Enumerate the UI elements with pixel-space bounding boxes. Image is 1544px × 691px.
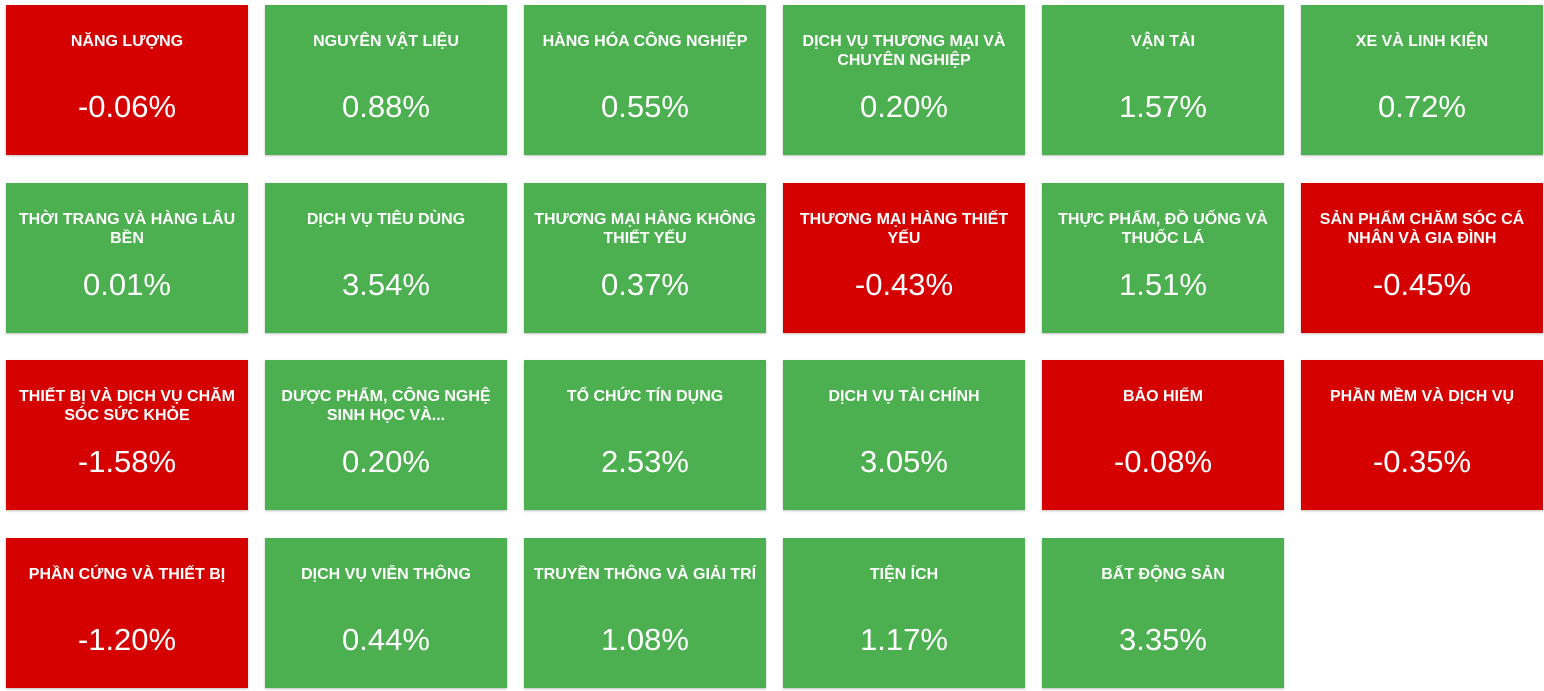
sector-tile: XE VÀ LINH KIỆN 0.72% [1301,5,1543,155]
sector-change: 0.01% [83,266,171,302]
sector-label: PHẦN MỀM VÀ DỊCH VỤ [1329,388,1514,405]
sector-tile: THƯƠNG MẠI HÀNG THIẾT YẾU -0.43% [783,182,1025,333]
sector-tile: PHẦN CỨNG VÀ THIẾT BỊ -1.20% [6,537,248,688]
sector-label: DỊCH VỤ VIỄN THÔNG [301,565,471,583]
sector-label: XE VÀ LINH KIỆN [1355,33,1489,50]
sector-label: BẢO HIỂM [1123,388,1203,405]
sector-change: 1.17% [860,621,948,657]
sector-label: DỊCH VỤ TIÊU DÙNG [306,210,466,228]
sector-label: THỰC PHẨM, ĐỒ UỐNG VÀ THUỐC LÁ [1058,210,1268,247]
sector-label: THIẾT BỊ VÀ DỊCH VỤ CHĂM SÓC SỨC KHỎE [19,388,235,424]
sector-tile: THƯƠNG MẠI HÀNG KHÔNG THIẾT YẾU 0.37% [524,182,766,333]
sector-change: -0.43% [854,266,954,302]
sector-change: 2.53% [601,444,689,479]
sector-change: 0.44% [342,621,430,657]
sector-tile: BẢO HIỂM -0.08% [1042,360,1284,510]
sector-label: THƯƠNG MẠI HÀNG THIẾT YẾU [799,210,1009,247]
sector-label: HÀNG HÓA CÔNG NGHIỆP [542,33,748,50]
sector-label: DỊCH VỤ TÀI CHÍNH [828,388,980,405]
sector-tile: SẢN PHẨM CHĂM SÓC CÁ NHÂN VÀ GIA ĐÌNH -0.… [1301,182,1543,333]
sector-change: 0.88% [342,89,430,124]
sector-tile: THỰC PHẨM, ĐỒ UỐNG VÀ THUỐC LÁ 1.51% [1042,182,1284,333]
sector-change: 3.35% [1119,621,1207,657]
sector-change: 1.08% [601,621,689,657]
sector-label: TỔ CHỨC TÍN DỤNG [566,388,724,405]
sector-label: NGUYÊN VẬT LIỆU [313,33,459,50]
sector-label: TIỆN ÍCH [869,565,939,583]
sector-tile: TRUYỀN THÔNG VÀ GIẢI TRÍ 1.08% [524,537,766,688]
sector-tile: DỊCH VỤ TÀI CHÍNH 3.05% [783,360,1025,510]
sector-tile: NĂNG LƯỢNG -0.06% [6,5,248,155]
sector-change: -1.58% [77,444,177,479]
sector-label: BẤT ĐỘNG SẢN [1101,565,1225,583]
sector-label: DƯỢC PHẨM, CÔNG NGHỆ SINH HỌC VÀ... [281,388,491,424]
sector-change: -0.45% [1372,266,1472,302]
sector-tile: TỔ CHỨC TÍN DỤNG 2.53% [524,360,766,510]
sector-change: 1.51% [1119,266,1207,302]
sector-tile: TIỆN ÍCH 1.17% [783,537,1025,688]
sector-label: THỜI TRANG VÀ HÀNG LÂU BỀN [18,210,236,247]
sector-change: 0.72% [1378,89,1466,124]
sector-label: DỊCH VỤ THƯƠNG MẠI VÀ CHUYÊN NGHIỆP [802,33,1006,69]
sector-tile: DƯỢC PHẨM, CÔNG NGHỆ SINH HỌC VÀ... 0.20% [265,360,507,510]
sector-tile: PHẦN MỀM VÀ DỊCH VỤ -0.35% [1301,360,1543,510]
sector-label: PHẦN CỨNG VÀ THIẾT BỊ [28,565,226,583]
sector-label: NĂNG LƯỢNG [70,33,184,50]
sector-tile: THỜI TRANG VÀ HÀNG LÂU BỀN 0.01% [6,182,248,333]
sector-change: -0.06% [77,89,177,124]
sector-change: 3.05% [860,444,948,479]
sector-tile: NGUYÊN VẬT LIỆU 0.88% [265,5,507,155]
sector-label: SẢN PHẨM CHĂM SÓC CÁ NHÂN VÀ GIA ĐÌNH [1319,210,1525,247]
sector-tile: DỊCH VỤ TIÊU DÙNG 3.54% [265,182,507,333]
sector-change: 3.54% [342,266,430,302]
sector-label: VẬN TẢI [1131,33,1195,50]
sector-tile: HÀNG HÓA CÔNG NGHIỆP 0.55% [524,5,766,155]
sector-change: -0.35% [1372,444,1472,479]
sector-change: -1.20% [77,621,177,657]
sector-change: -0.08% [1113,444,1213,479]
sector-change: 0.37% [601,266,689,302]
sector-change: 0.20% [342,444,430,479]
sector-tile: VẬN TẢI 1.57% [1042,5,1284,155]
sector-tile: DỊCH VỤ THƯƠNG MẠI VÀ CHUYÊN NGHIỆP 0.20% [783,5,1025,155]
sector-change: 1.57% [1119,89,1207,124]
sector-tile: THIẾT BỊ VÀ DỊCH VỤ CHĂM SÓC SỨC KHỎE -1.… [6,360,248,510]
sector-label: THƯƠNG MẠI HÀNG KHÔNG THIẾT YẾU [534,210,756,247]
sector-tile: DỊCH VỤ VIỄN THÔNG 0.44% [265,537,507,688]
sector-change: 0.55% [601,89,689,124]
sector-tile: BẤT ĐỘNG SẢN 3.35% [1042,537,1284,688]
sector-label: TRUYỀN THÔNG VÀ GIẢI TRÍ [533,565,757,583]
sector-change: 0.20% [860,89,948,124]
